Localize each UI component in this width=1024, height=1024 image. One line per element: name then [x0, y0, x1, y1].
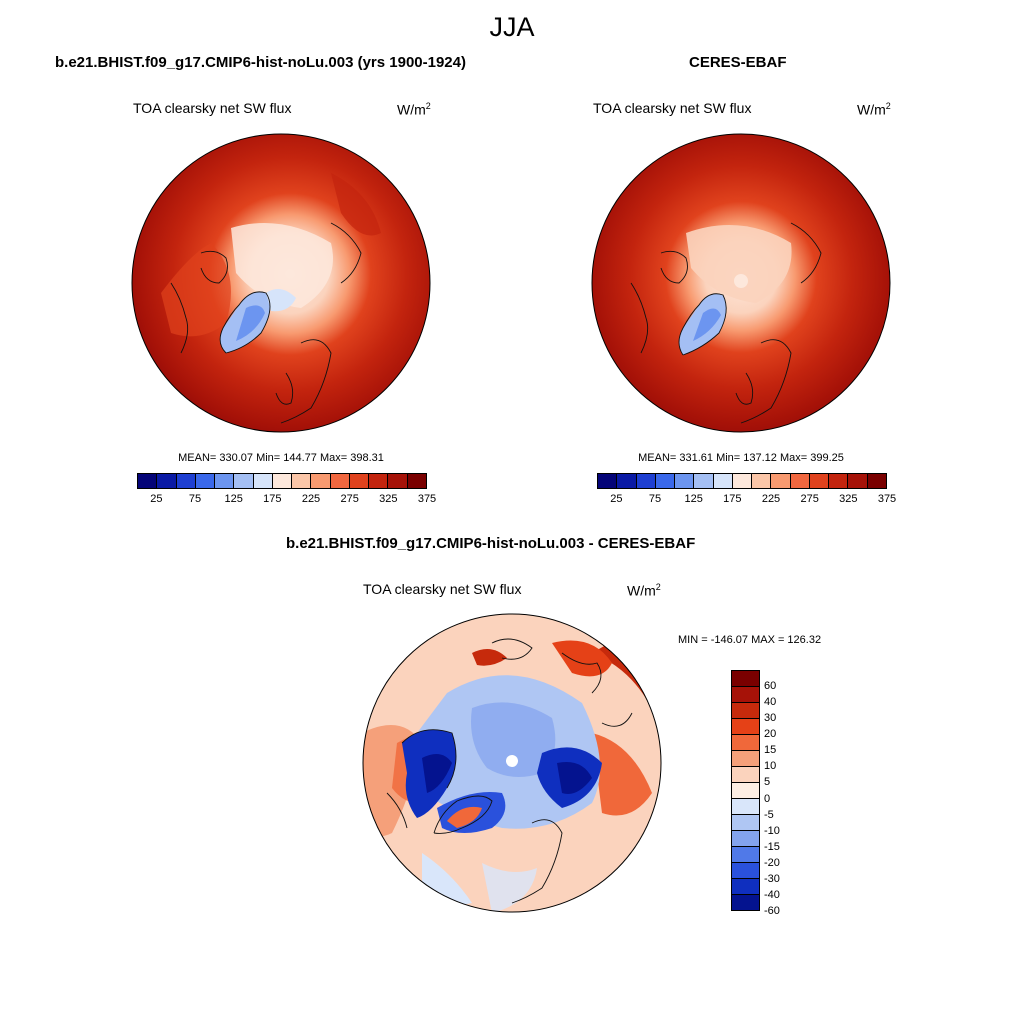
diff-stats: MIN = -146.07 MAX = 126.32 [678, 634, 822, 646]
colorbar-swatch [195, 474, 216, 488]
colorbar-tick-label: 325 [839, 493, 858, 505]
colorbar-swatch [732, 474, 753, 488]
colorbar-tick-label: 225 [301, 493, 321, 505]
colorbar-swatch [809, 474, 830, 488]
colorbar-swatch [330, 474, 350, 488]
diff-colorbar [731, 670, 760, 911]
diff-polar-map [362, 613, 662, 913]
colorbar-swatch [369, 474, 389, 488]
colorbar-tick-label: 275 [800, 493, 819, 505]
colorbar-swatch [752, 474, 772, 488]
colorbar-swatch [829, 474, 849, 488]
colorbar-tick-label: -5 [764, 808, 774, 821]
colorbar-swatch [732, 719, 759, 735]
colorbar-swatch [138, 474, 158, 488]
colorbar-tick-label: 25 [610, 493, 623, 505]
colorbar-swatch [407, 474, 426, 488]
colorbar-swatch [732, 799, 759, 815]
colorbar-swatch [732, 831, 759, 847]
colorbar-swatch [848, 474, 868, 488]
colorbar-tick-label: 40 [764, 696, 777, 709]
model-panel-title: b.e21.BHIST.f09_g17.CMIP6-hist-noLu.003 … [55, 54, 466, 71]
colorbar-swatch [771, 474, 791, 488]
colorbar-swatch [694, 474, 714, 488]
colorbar-tick-label: -10 [764, 824, 780, 837]
colorbar-tick-label: -20 [764, 856, 780, 869]
colorbar-tick-label: 10 [764, 760, 777, 773]
model-colorbar [137, 473, 427, 489]
colorbar-swatch [732, 847, 759, 863]
colorbar-swatch [176, 474, 196, 488]
obs-colorbar [597, 473, 887, 489]
colorbar-swatch [713, 474, 733, 488]
colorbar-swatch [215, 474, 235, 488]
colorbar-swatch [636, 474, 656, 488]
diff-unit-label: W/m2 [627, 582, 661, 599]
diff-variable-label: TOA clearsky net SW flux [363, 581, 522, 597]
obs-panel-title: CERES-EBAF [689, 54, 787, 71]
colorbar-swatch [292, 474, 312, 488]
obs-polar-map [591, 133, 891, 433]
colorbar-tick-label: 175 [263, 493, 282, 505]
colorbar-tick-label: -60 [764, 905, 780, 917]
diff-panel-title: b.e21.BHIST.f09_g17.CMIP6-hist-noLu.003 … [286, 535, 696, 552]
model-colorbar-ticks: 25 75 125 175 225 275 325 375 [137, 493, 436, 507]
colorbar-tick-label: 175 [723, 493, 742, 505]
colorbar-swatch [157, 474, 177, 488]
colorbar-swatch [349, 474, 370, 488]
colorbar-tick-label: 225 [761, 493, 781, 505]
colorbar-tick-label: 375 [417, 493, 437, 505]
model-polar-map [131, 133, 431, 433]
colorbar-swatch [598, 474, 618, 488]
colorbar-tick-label: 275 [340, 493, 359, 505]
colorbar-swatch [732, 671, 759, 687]
colorbar-swatch [234, 474, 254, 488]
colorbar-swatch [732, 863, 759, 879]
colorbar-tick-label: 30 [764, 712, 777, 725]
colorbar-swatch [272, 474, 293, 488]
colorbar-swatch [790, 474, 810, 488]
colorbar-tick-label: -40 [764, 888, 780, 901]
colorbar-swatch [388, 474, 408, 488]
diff-colorbar-ticks: 60 40 30 20 15 10 5 0 -5 -10 -15 -20 -30 -40 -60 [764, 670, 804, 917]
obs-unit-label: W/m2 [857, 101, 891, 118]
colorbar-tick-label: 25 [150, 493, 163, 505]
colorbar-tick-label: 15 [764, 744, 777, 757]
colorbar-tick-label: -15 [764, 840, 780, 853]
colorbar-swatch [655, 474, 676, 488]
colorbar-swatch [732, 767, 759, 783]
colorbar-swatch [675, 474, 695, 488]
colorbar-tick-label: -30 [764, 872, 780, 885]
obs-colorbar-ticks: 25 75 125 175 225 275 325 375 [597, 493, 896, 507]
colorbar-swatch [311, 474, 331, 488]
figure-title: JJA [489, 12, 535, 42]
obs-variable-label: TOA clearsky net SW flux [593, 100, 752, 116]
colorbar-tick-label: 125 [684, 493, 703, 505]
model-stats: MEAN= 330.07 Min= 144.77 Max= 398.31 [178, 452, 384, 464]
colorbar-swatch [867, 474, 886, 488]
colorbar-swatch [732, 735, 759, 751]
colorbar-swatch [253, 474, 273, 488]
colorbar-swatch [617, 474, 637, 488]
colorbar-tick-label: 325 [379, 493, 398, 505]
colorbar-tick-label: 75 [188, 493, 202, 505]
colorbar-tick-label: 375 [877, 493, 897, 505]
colorbar-swatch [732, 895, 759, 910]
colorbar-swatch [732, 703, 759, 719]
colorbar-tick-label: 60 [764, 680, 777, 693]
model-unit-label: W/m2 [397, 101, 431, 118]
model-variable-label: TOA clearsky net SW flux [133, 100, 292, 116]
colorbar-tick-label: 20 [764, 728, 777, 741]
colorbar-swatch [732, 815, 759, 831]
colorbar-swatch [732, 687, 759, 703]
colorbar-tick-label: 0 [764, 792, 771, 805]
obs-stats: MEAN= 331.61 Min= 137.12 Max= 399.25 [638, 452, 844, 464]
colorbar-tick-label: 125 [224, 493, 243, 505]
colorbar-tick-label: 5 [764, 776, 771, 789]
colorbar-swatch [732, 879, 759, 895]
colorbar-swatch [732, 751, 759, 767]
colorbar-tick-label: 75 [648, 493, 662, 505]
colorbar-swatch [732, 783, 759, 799]
